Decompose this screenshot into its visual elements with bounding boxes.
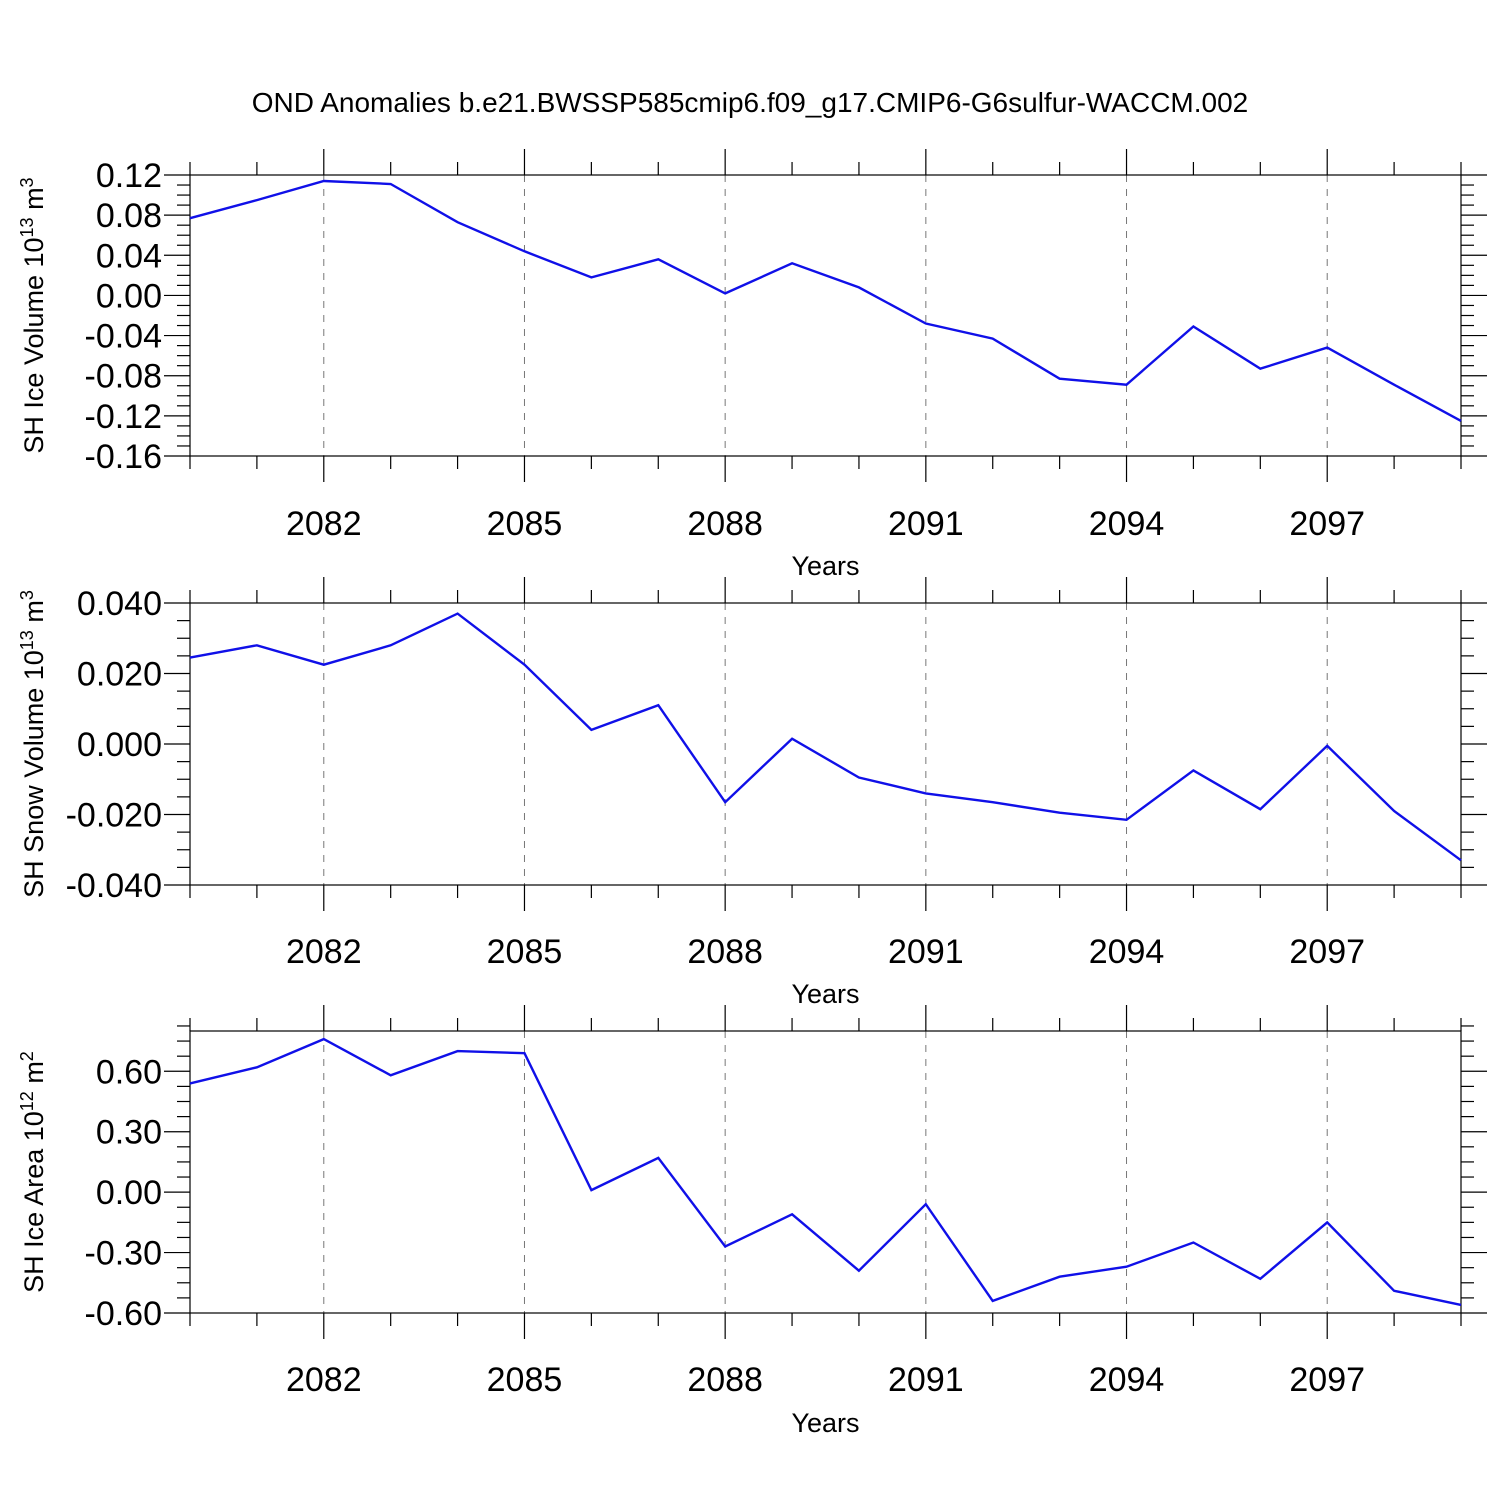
y-axis-title-main: SH Snow Volume 10 [19,650,49,898]
x-tick-label: 2091 [888,1361,964,1399]
y-tick-label: 0.040 [77,585,162,623]
y-tick-label: 0.00 [96,1174,162,1212]
plot-frame [189,602,1462,886]
y-axis-title-main: SH Ice Area 10 [19,1111,49,1293]
x-tick-label: 2097 [1289,933,1365,971]
y-axis-title-unit-exponent: 2 [17,1051,37,1061]
x-tick-label: 2085 [487,505,563,543]
x-tick-label: 2091 [888,505,964,543]
x-tick-label: 2094 [1089,933,1165,971]
y-axis-title-unit-exponent: 3 [17,590,37,600]
y-axis-title-exponent: 13 [17,630,37,650]
x-tick-label: 2082 [286,505,362,543]
x-tick-label: 2094 [1089,505,1165,543]
chart-panel-3: 0.60 0.30 0.00 -0.30 -0.60 2082 2085 2088 2091 20… [17,1005,1487,1438]
y-tick-label: 0.00 [96,277,162,315]
x-tick-label: 2088 [687,933,763,971]
y-tick-label: 0.08 [96,197,162,235]
y-axis-title-unit: m [19,1061,49,1091]
x-tick-label: 2094 [1089,1361,1165,1399]
plot-frame [189,1030,1462,1314]
y-axis-title-unit: m [19,600,49,630]
y-tick-label: 0.60 [96,1053,162,1091]
y-axis-title-exponent: 13 [17,217,37,237]
y-axis-title: SH Ice Area 1012 m2 [17,1051,49,1293]
y-tick-label: 0.000 [77,726,162,764]
y-tick-label: -0.12 [85,398,163,436]
y-tick-label: -0.04 [85,318,163,356]
y-axis-title: SH Ice Volume 1013 m3 [17,177,49,453]
x-tick-label: 2088 [687,1361,763,1399]
x-tick-label: 2097 [1289,1361,1365,1399]
panels: 0.120.080.040.00-0.04-0.08-0.12-0.162082… [17,149,1487,1438]
x-tick-label: 2082 [286,933,362,971]
x-axis-title: Years [791,1408,859,1438]
y-axis-title-unit-exponent: 3 [17,177,37,187]
y-tick-label: 0.12 [96,157,162,195]
series-line [189,1037,1462,1307]
y-tick-label: -0.020 [66,797,162,835]
series-line [189,612,1462,862]
chart-panel-2: 0.040 0.020 0.000 -0.020 -0.040 2082 2085 2088 2… [17,577,1487,1009]
y-tick-label: -0.30 [85,1235,163,1273]
x-tick-label: 2085 [487,933,563,971]
x-tick-label: 2085 [487,1361,563,1399]
x-tick-label: 2097 [1289,505,1365,543]
y-tick-label: 0.020 [77,656,162,694]
series-line [189,179,1462,422]
x-tick-label: 2091 [888,933,964,971]
y-tick-label: -0.08 [85,358,163,396]
y-tick-label: -0.60 [85,1295,163,1333]
y-axis-title-unit: m [19,187,49,217]
y-tick-label: -0.040 [66,867,162,905]
x-tick-label: 2082 [286,1361,362,1399]
x-axis-title: Years [791,551,859,581]
plot-frame [189,174,1462,457]
y-axis-title-main: SH Ice Volume 10 [19,237,49,453]
x-tick-label: 2088 [687,505,763,543]
y-axis-title: SH Snow Volume 1013 m3 [17,590,49,898]
y-tick-label: -0.16 [85,438,163,476]
y-axis-title-exponent: 12 [17,1091,37,1111]
figure-title: OND Anomalies b.e21.BWSSP585cmip6.f09_g1… [252,87,1249,118]
chart-panel-1: 0.120.080.040.00-0.04-0.08-0.12-0.16 2082… [17,149,1487,581]
y-tick-label: 0.04 [96,237,162,275]
x-axis-title: Years [791,979,859,1009]
y-tick-label: 0.30 [96,1114,162,1152]
